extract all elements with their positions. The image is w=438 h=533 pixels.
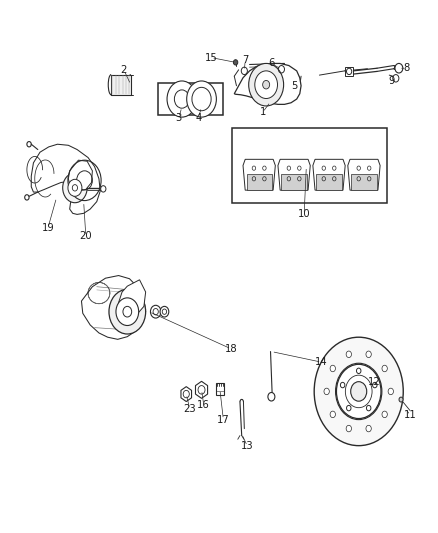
Polygon shape (81, 276, 146, 340)
Circle shape (109, 289, 146, 334)
Circle shape (268, 392, 275, 401)
Circle shape (351, 382, 367, 401)
Circle shape (255, 71, 278, 99)
Polygon shape (247, 174, 272, 190)
Circle shape (388, 388, 393, 394)
Bar (345, 67, 353, 76)
Text: 7: 7 (242, 55, 248, 65)
Circle shape (366, 351, 371, 358)
Circle shape (366, 425, 371, 432)
Text: 1: 1 (259, 107, 266, 117)
Circle shape (233, 60, 238, 65)
Circle shape (393, 75, 399, 82)
Text: 13: 13 (241, 441, 254, 451)
Text: 9: 9 (388, 77, 395, 86)
Bar (215, 383, 224, 395)
Polygon shape (348, 159, 380, 190)
Polygon shape (351, 174, 377, 190)
Circle shape (399, 397, 403, 402)
Circle shape (340, 382, 345, 388)
Circle shape (249, 63, 284, 106)
Polygon shape (119, 280, 146, 317)
Circle shape (357, 368, 361, 374)
Circle shape (346, 425, 351, 432)
Circle shape (330, 365, 336, 372)
Text: 6: 6 (268, 59, 275, 68)
Text: 16: 16 (198, 400, 210, 410)
Circle shape (346, 68, 352, 75)
Polygon shape (68, 160, 92, 191)
Circle shape (346, 406, 351, 411)
Bar (158, 83, 223, 115)
Polygon shape (313, 159, 345, 190)
Text: 23: 23 (184, 404, 196, 414)
Text: 4: 4 (195, 112, 201, 123)
Polygon shape (181, 386, 191, 401)
Circle shape (314, 337, 403, 446)
Circle shape (382, 365, 387, 372)
Circle shape (68, 179, 82, 196)
Polygon shape (243, 159, 276, 190)
Polygon shape (234, 63, 301, 104)
Polygon shape (316, 174, 342, 190)
Text: 2: 2 (120, 65, 127, 75)
Circle shape (373, 382, 377, 388)
Polygon shape (195, 381, 208, 398)
Circle shape (150, 305, 161, 318)
Text: 15: 15 (205, 53, 218, 62)
Circle shape (160, 306, 169, 317)
Circle shape (63, 173, 87, 203)
Circle shape (382, 411, 387, 418)
Polygon shape (282, 174, 307, 190)
Circle shape (116, 298, 139, 326)
Circle shape (263, 80, 270, 89)
Circle shape (324, 388, 329, 394)
Text: 10: 10 (298, 209, 311, 220)
Text: 19: 19 (42, 223, 54, 233)
Text: 20: 20 (80, 231, 92, 241)
Text: 3: 3 (176, 112, 182, 123)
Text: 14: 14 (315, 357, 328, 367)
Text: 17: 17 (217, 415, 230, 425)
Circle shape (330, 411, 336, 418)
Circle shape (346, 351, 351, 358)
Text: 18: 18 (225, 344, 237, 354)
Circle shape (336, 365, 381, 418)
Text: 12: 12 (367, 377, 380, 387)
Bar (111, 75, 131, 95)
Text: 8: 8 (404, 63, 410, 73)
Polygon shape (31, 144, 100, 214)
Circle shape (367, 406, 371, 411)
Bar (232, 128, 387, 203)
Circle shape (167, 81, 197, 117)
Circle shape (395, 63, 403, 73)
Text: 5: 5 (291, 81, 298, 91)
Circle shape (101, 185, 106, 192)
Polygon shape (278, 159, 310, 190)
Text: 11: 11 (404, 410, 417, 421)
Circle shape (187, 81, 216, 117)
